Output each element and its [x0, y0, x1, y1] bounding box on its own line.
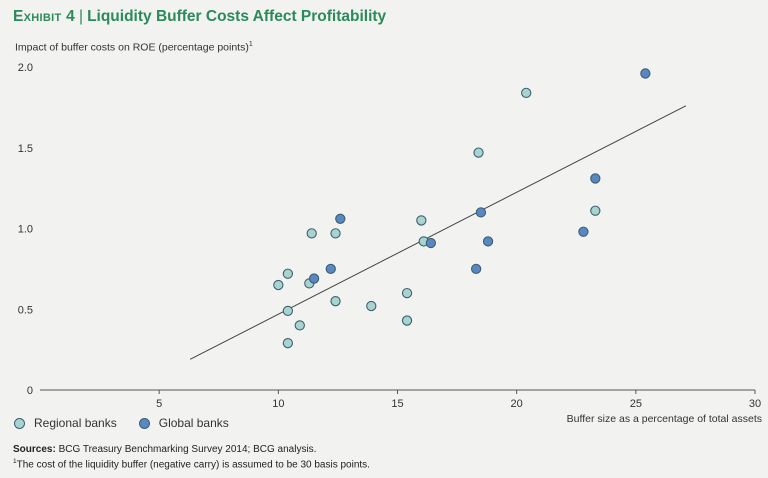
y-tick-label: 1.0 — [18, 224, 33, 236]
axes: 5 10 15 20 25 30 0 0.5 1.0 1.5 2.0 — [18, 62, 761, 410]
global-bank-point — [578, 226, 589, 237]
global-bank-point — [475, 207, 487, 218]
regional-bank-point — [473, 147, 484, 158]
regional-bank-point — [282, 268, 294, 279]
regional-bank-point — [521, 87, 532, 98]
legend-marker-global — [138, 417, 150, 429]
trendline — [189, 105, 687, 360]
global-bank-point — [470, 263, 482, 275]
global-bank-point — [640, 68, 651, 79]
chart-title: Exhibit 4 | Liquidity Buffer Costs Affect … — [13, 8, 386, 26]
title-text: Liquidity Buffer Costs Affect Profitabil… — [87, 8, 387, 25]
footnote-marker: 1 — [13, 458, 17, 465]
x-tick-label: 5 — [156, 398, 162, 410]
regional-bank-point — [282, 338, 294, 349]
global-bank-point — [325, 263, 336, 275]
x-tick-label: 20 — [511, 398, 523, 410]
title-separator: | — [79, 8, 84, 25]
global-bank-point — [425, 237, 437, 249]
points-group — [273, 68, 651, 349]
regional-bank-point — [294, 320, 305, 331]
y-tick-label: 0 — [27, 385, 33, 397]
legend-label-regional: Regional banks — [34, 416, 117, 430]
regional-bank-point — [330, 228, 341, 239]
regional-bank-point — [590, 205, 601, 216]
sources-label: Sources: — [13, 444, 56, 455]
global-bank-point — [335, 213, 346, 224]
regional-bank-point — [282, 305, 294, 317]
sources-note: Sources: BCG Treasury Benchmarking Surve… — [13, 444, 316, 455]
y-tick-label: 1.5 — [18, 143, 33, 155]
global-bank-point — [482, 236, 494, 247]
x-tick-label: 30 — [749, 398, 761, 410]
y-axis-footnote-marker: 1 — [248, 41, 253, 48]
regional-bank-point — [401, 287, 413, 299]
y-tick-label: 0.5 — [18, 304, 33, 316]
legend-marker-regional — [14, 417, 25, 429]
trendline-group — [189, 105, 687, 360]
legend-item-regional: Regional banks — [14, 416, 117, 430]
legend-label-global: Global banks — [158, 416, 229, 430]
x-axis-label: Buffer size as a percentage of total ass… — [566, 413, 762, 425]
footnote-text: The cost of the liquidity buffer (negati… — [16, 459, 370, 471]
y-tick-label: 2.0 — [18, 62, 33, 74]
exhibit-label: Exhibit 4 — [13, 8, 76, 25]
legend: Regional banks Global banks — [14, 416, 251, 430]
regional-bank-point — [306, 228, 317, 239]
regional-bank-point — [401, 315, 413, 326]
regional-bank-point — [366, 300, 377, 312]
global-bank-point — [590, 173, 601, 184]
legend-item-global: Global banks — [138, 416, 229, 430]
sources-text: BCG Treasury Benchmarking Survey 2014; B… — [58, 444, 317, 455]
y-axis-label-text: Impact of buffer costs on ROE (percentag… — [15, 41, 249, 54]
regional-bank-point — [330, 296, 341, 307]
x-tick-label: 15 — [391, 398, 403, 410]
regional-bank-point — [273, 279, 284, 291]
x-tick-label: 25 — [630, 398, 642, 410]
regional-bank-point — [416, 215, 427, 226]
global-bank-point — [308, 273, 320, 284]
y-axis-label: Impact of buffer costs on ROE (percentag… — [15, 41, 253, 54]
x-tick-label: 10 — [272, 398, 284, 410]
footnote: 1The cost of the liquidity buffer (negat… — [13, 458, 370, 470]
